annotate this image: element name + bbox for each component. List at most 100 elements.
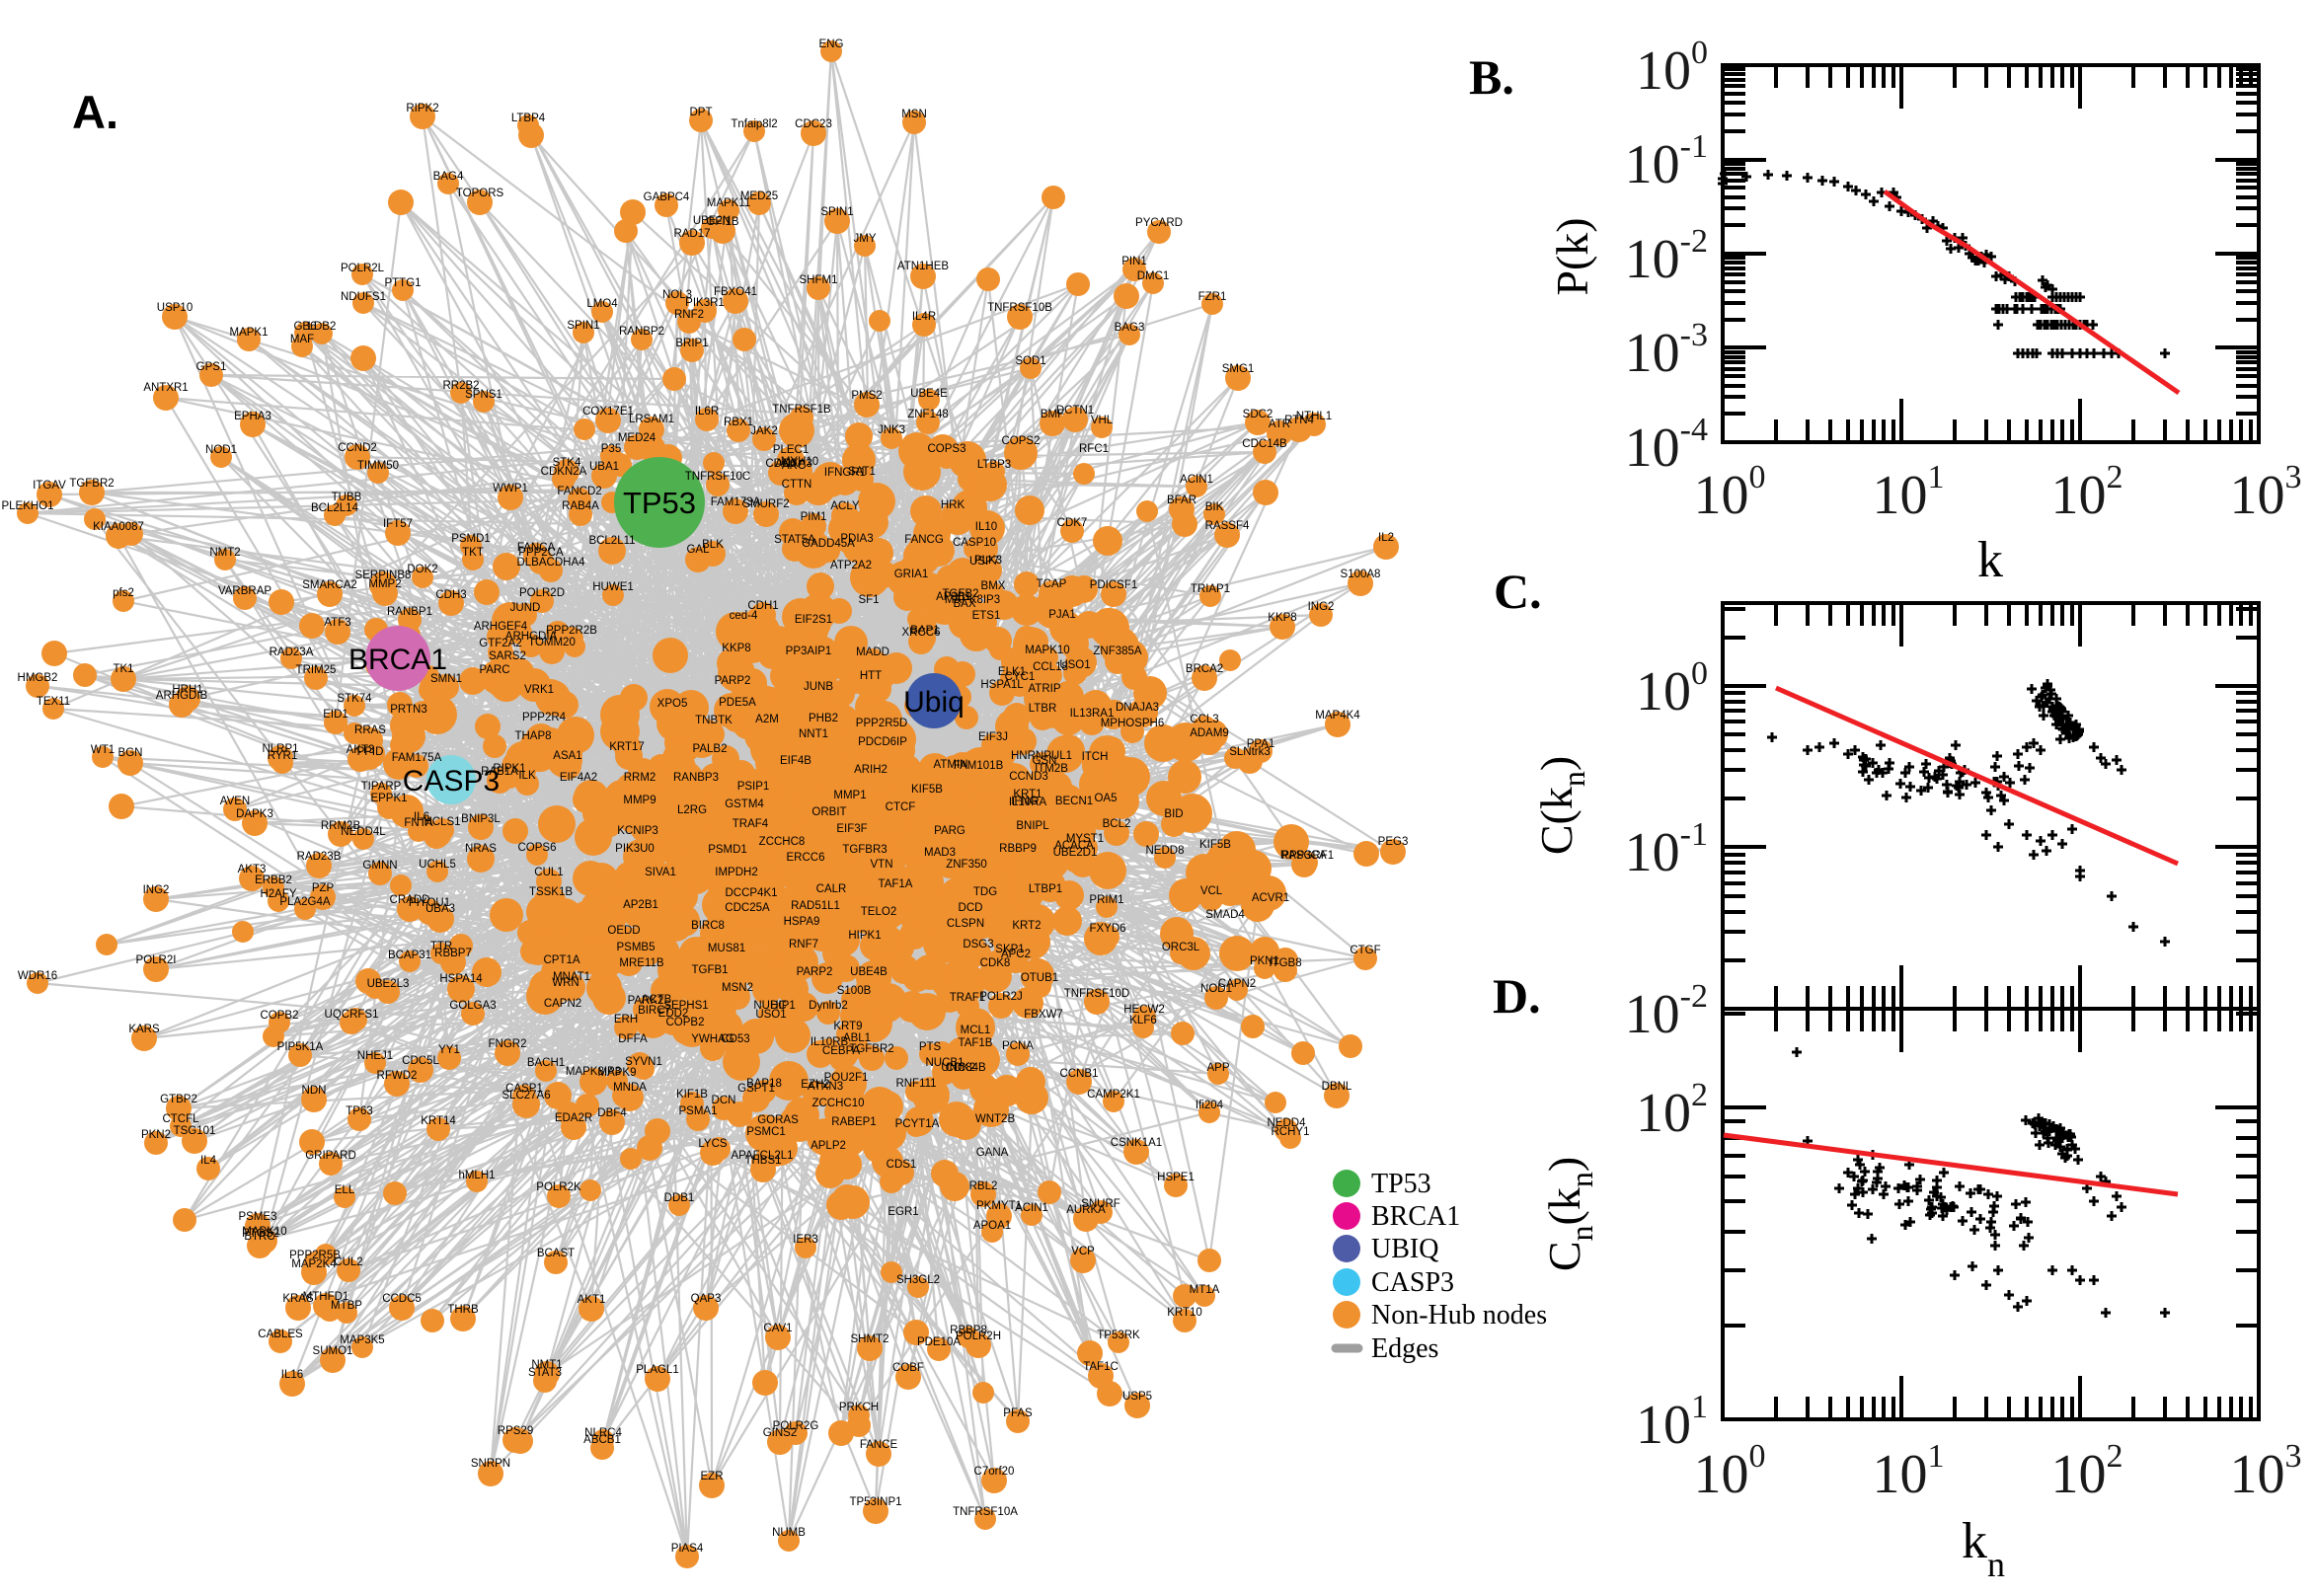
svg-text:EDA2R: EDA2R xyxy=(555,1112,592,1124)
svg-text:ZNF385A: ZNF385A xyxy=(1093,646,1142,657)
svg-text:ELK1: ELK1 xyxy=(998,666,1026,678)
svg-text:COPS2: COPS2 xyxy=(1002,435,1041,447)
svg-text:SF1: SF1 xyxy=(858,594,879,606)
svg-text:SNRPN: SNRPN xyxy=(471,1458,510,1470)
svg-text:MAPK11: MAPK11 xyxy=(707,197,751,209)
svg-text:kn: kn xyxy=(1962,1513,2005,1584)
svg-text:CPT1A: CPT1A xyxy=(543,954,579,966)
svg-text:ING2: ING2 xyxy=(1308,601,1335,613)
svg-text:PRTN3: PRTN3 xyxy=(390,704,427,716)
svg-text:SPIN1: SPIN1 xyxy=(820,206,853,218)
svg-text:NEDD8: NEDD8 xyxy=(1146,845,1185,857)
svg-text:IL10RA: IL10RA xyxy=(1009,797,1047,808)
svg-text:PTGS2: PTGS2 xyxy=(242,1228,279,1240)
svg-text:BAG4: BAG4 xyxy=(433,171,464,183)
svg-text:EPHA3: EPHA3 xyxy=(234,411,271,422)
svg-text:Edges: Edges xyxy=(1371,1333,1438,1364)
svg-text:P35: P35 xyxy=(601,443,621,455)
svg-text:PCYT1A: PCYT1A xyxy=(895,1118,940,1130)
svg-text:TP53INP1: TP53INP1 xyxy=(849,1496,901,1508)
svg-text:TGFBR2: TGFBR2 xyxy=(849,1043,893,1055)
svg-text:AKT3: AKT3 xyxy=(347,744,375,756)
svg-text:ABCB1: ABCB1 xyxy=(583,1434,621,1446)
svg-text:NEDD4: NEDD4 xyxy=(1268,1117,1307,1129)
svg-text:SIVA1: SIVA1 xyxy=(645,867,676,878)
svg-text:GADD45A: GADD45A xyxy=(802,538,855,550)
svg-text:MAP3K5: MAP3K5 xyxy=(340,1334,384,1346)
svg-text:CTCF: CTCF xyxy=(886,801,916,813)
svg-text:GRIA1: GRIA1 xyxy=(894,569,929,580)
svg-text:GANA: GANA xyxy=(976,1147,1009,1159)
svg-text:GB6: GB6 xyxy=(293,321,316,333)
svg-text:PEG3: PEG3 xyxy=(1378,836,1409,848)
svg-text:COPS3: COPS3 xyxy=(928,443,966,455)
svg-text:MPHOSPH6: MPHOSPH6 xyxy=(1101,718,1165,729)
svg-text:MYST1: MYST1 xyxy=(1066,833,1104,845)
svg-text:PPP2R5D: PPP2R5D xyxy=(856,718,907,729)
svg-text:CALR: CALR xyxy=(816,883,847,895)
svg-text:PARC: PARC xyxy=(479,664,509,676)
svg-text:TAF1C: TAF1C xyxy=(1083,1361,1119,1373)
svg-text:ATR: ATR xyxy=(1269,418,1290,430)
svg-text:DFFA: DFFA xyxy=(618,1033,648,1045)
svg-text:MUS81: MUS81 xyxy=(708,943,745,954)
svg-text:POLR2K: POLR2K xyxy=(536,1181,581,1193)
svg-text:LTBP1: LTBP1 xyxy=(1029,883,1062,895)
svg-text:CCL3: CCL3 xyxy=(1190,714,1218,725)
svg-text:DMC1: DMC1 xyxy=(1137,270,1170,282)
svg-text:RNF2: RNF2 xyxy=(674,309,704,321)
svg-text:ANTXR1: ANTXR1 xyxy=(143,382,188,394)
svg-text:NDN: NDN xyxy=(302,1085,327,1097)
svg-text:GORAS: GORAS xyxy=(757,1114,799,1126)
svg-text:PLK3: PLK3 xyxy=(974,555,1002,567)
svg-text:ILK: ILK xyxy=(518,770,536,782)
svg-text:EZH2: EZH2 xyxy=(801,1079,829,1091)
svg-text:SEPHS1: SEPHS1 xyxy=(663,1000,708,1012)
svg-text:CDK8: CDK8 xyxy=(980,957,1011,969)
svg-text:KRT10: KRT10 xyxy=(1167,1307,1202,1319)
svg-text:USO1: USO1 xyxy=(1059,659,1090,671)
svg-text:GSN: GSN xyxy=(1033,755,1057,767)
svg-text:SMN1: SMN1 xyxy=(430,673,462,685)
svg-text:TOMM20: TOMM20 xyxy=(528,637,576,648)
svg-text:PHB2: PHB2 xyxy=(809,713,838,724)
svg-text:RNF7: RNF7 xyxy=(789,939,818,950)
svg-text:STK74: STK74 xyxy=(337,693,372,705)
svg-text:NRAS: NRAS xyxy=(465,843,497,855)
svg-text:RAD17: RAD17 xyxy=(673,228,710,240)
svg-text:MTBP: MTBP xyxy=(331,1300,362,1312)
svg-text:VRK1: VRK1 xyxy=(524,684,554,696)
svg-text:PIP5K1A: PIP5K1A xyxy=(277,1041,324,1053)
svg-text:RFWD2: RFWD2 xyxy=(377,1070,418,1082)
svg-text:TRIM25: TRIM25 xyxy=(296,664,337,676)
svg-text:CTCFL: CTCFL xyxy=(162,1113,199,1125)
svg-text:BAX: BAX xyxy=(953,598,975,610)
svg-text:SMAD4: SMAD4 xyxy=(1205,909,1245,921)
svg-text:PARP2: PARP2 xyxy=(797,966,833,978)
svg-text:ATF3: ATF3 xyxy=(324,617,350,629)
svg-text:HNRNPUL1: HNRNPUL1 xyxy=(1011,750,1072,762)
svg-text:KIF5B: KIF5B xyxy=(911,784,943,796)
svg-text:KIAA0087: KIAA0087 xyxy=(93,521,144,533)
svg-text:RANBP2: RANBP2 xyxy=(619,326,664,338)
svg-text:PZP: PZP xyxy=(312,882,335,894)
svg-text:PPP2R2B: PPP2R2B xyxy=(546,625,597,637)
svg-text:SH3GL2: SH3GL2 xyxy=(896,1274,940,1286)
svg-text:SLC27A6: SLC27A6 xyxy=(502,1090,550,1102)
svg-text:PTTG1: PTTG1 xyxy=(384,277,421,289)
svg-text:PDE10A: PDE10A xyxy=(917,1336,961,1348)
svg-text:PIAS4: PIAS4 xyxy=(671,1543,704,1555)
svg-text:ACLY: ACLY xyxy=(830,500,860,512)
svg-text:RRAS: RRAS xyxy=(354,724,386,736)
svg-text:IL2: IL2 xyxy=(1378,532,1394,544)
svg-text:IMPDH2: IMPDH2 xyxy=(715,867,757,878)
svg-text:ACIN1: ACIN1 xyxy=(1015,1202,1048,1214)
svg-text:FXYD6: FXYD6 xyxy=(1089,923,1125,935)
svg-text:NOD1: NOD1 xyxy=(1200,983,1232,995)
svg-text:ORBIT: ORBIT xyxy=(811,806,846,818)
svg-text:SHMT2: SHMT2 xyxy=(851,1333,889,1345)
svg-text:PARK2: PARK2 xyxy=(628,995,664,1007)
svg-text:HRK: HRK xyxy=(941,499,965,511)
svg-text:TGFB1: TGFB1 xyxy=(691,964,728,976)
svg-text:NMT2: NMT2 xyxy=(209,547,240,559)
